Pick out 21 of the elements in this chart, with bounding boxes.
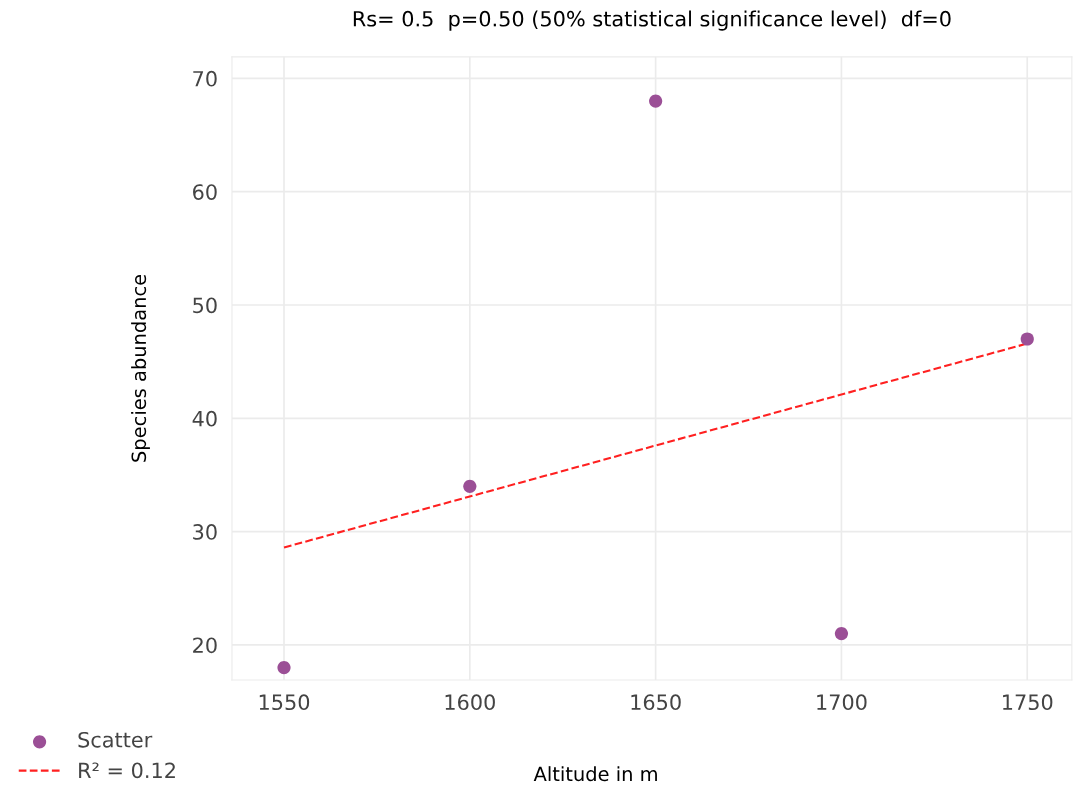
point: [1020, 332, 1034, 346]
y-tick-label: 40: [192, 410, 217, 427]
x-tick-label: 1700: [817, 694, 867, 711]
chart-title: Rs= 0.5 p=0.50 (50% statistical significance level) df=0: [353, 10, 951, 31]
x-axis-title: Altitude in m: [533, 766, 657, 782]
x-tick-label: 1750: [1003, 694, 1053, 711]
point: [834, 627, 849, 641]
x-tick-label: 1550: [259, 694, 310, 711]
point: [277, 661, 291, 675]
point: [649, 94, 663, 108]
y-tick-label: 70: [193, 70, 217, 87]
x-tick-label: 1600: [445, 694, 495, 711]
y-tick-label: 20: [193, 637, 217, 654]
x-tick-label: 1650: [631, 694, 681, 711]
legend-label: R² = 0.12: [79, 762, 175, 779]
y-tick-label: 30: [193, 524, 217, 540]
y-tick-label: 60: [193, 184, 217, 200]
y-axis-title: Species abundance: [131, 274, 150, 462]
legend-label: Scatter: [78, 731, 153, 748]
point: [463, 479, 477, 493]
y-tick-label: 50: [193, 297, 217, 314]
